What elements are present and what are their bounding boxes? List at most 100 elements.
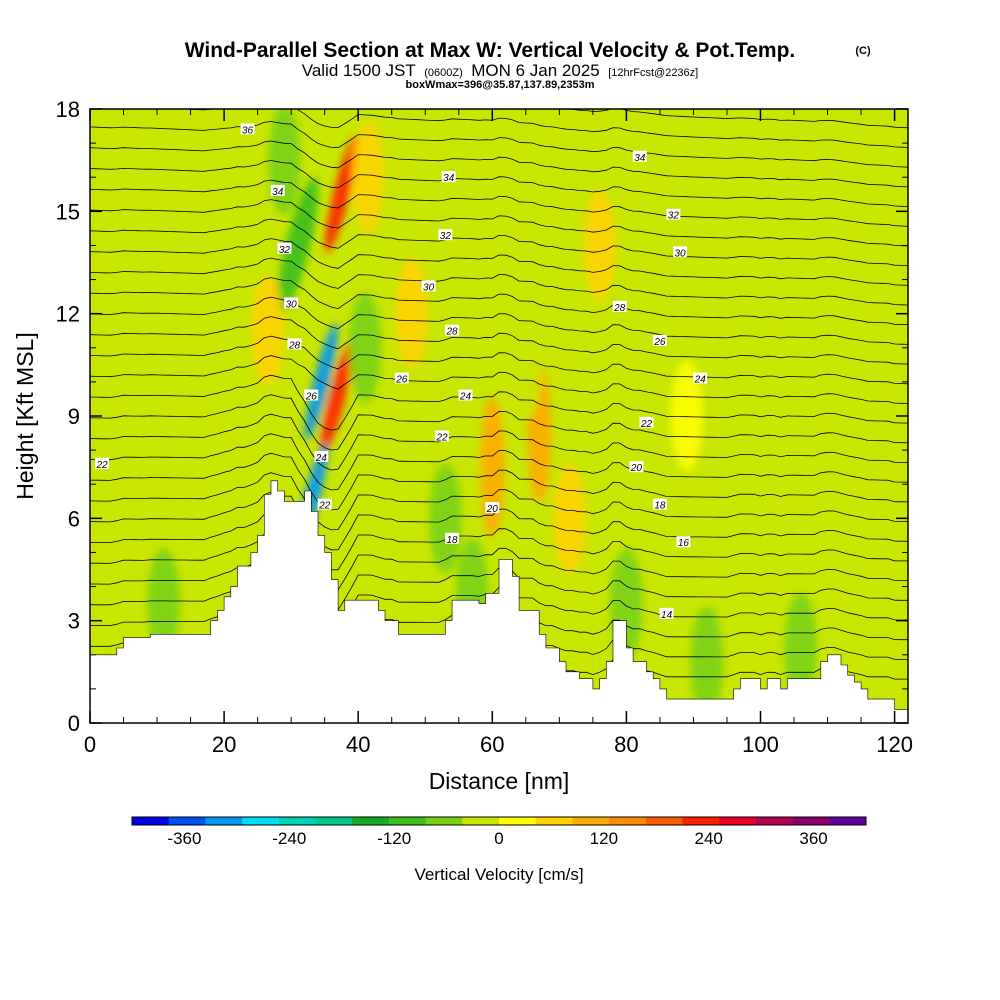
colorbar-cell-16 [719,817,757,825]
w-feature-8 [352,122,385,233]
colorbar-label-6: 360 [799,829,827,848]
theta-contour-24 [90,160,908,207]
y-tick-label-0: 0 [68,711,80,736]
colorbar-cell-10 [499,817,537,825]
svg-text:30: 30 [674,248,686,259]
main-title: Wind-Parallel Section at Max W: Vertical… [185,39,796,62]
theta-label-24: 20 [629,461,644,474]
theta-label-1: 34 [270,184,285,198]
theta-contour-19 [90,257,908,306]
potential-temperature-contours [90,109,908,691]
w-feature-31 [871,599,904,710]
theta-label-13: 24 [458,389,473,403]
svg-text:20: 20 [630,463,643,474]
theta-label-27: 14 [659,607,674,621]
y-axis-label: Height [Kft MSL] [12,332,38,499]
w-feature-19 [570,361,603,471]
colorbar-cell-19 [829,817,867,825]
svg-text:26: 26 [395,374,408,385]
svg-text:22: 22 [435,432,448,443]
colorbar-cell-11 [535,817,573,825]
colorbar-label-2: -120 [377,829,411,848]
colorbar-cell-5 [315,817,353,825]
w-feature-25 [221,224,254,335]
colorbar-label-5: 240 [695,829,723,848]
theta-label-14: 22 [435,430,450,443]
x-axis-label: Distance [nm] [429,768,570,794]
w-feature-10 [392,463,425,574]
colorbar-frame [131,816,867,826]
colorbar-label-0: -360 [167,829,201,848]
y-tick-label-2: 6 [68,506,80,531]
svg-text:32: 32 [279,245,291,256]
colorbar-cell-3 [242,817,280,825]
valid-time-line: Valid 1500 JST (0600Z) MON 6 Jan 2025 [1… [302,61,698,80]
x-tick-label-1: 20 [212,732,236,757]
plot-area: 3634323028262422343230282624222018343230… [56,97,913,757]
colorbar-cell-8 [425,817,463,825]
w-feature-9 [395,258,428,369]
svg-text:28: 28 [446,327,459,338]
svg-text:18: 18 [447,535,459,546]
y-tick-label-4: 12 [56,302,80,327]
theta-label-4: 28 [287,338,302,351]
x-tick-label-0: 0 [84,732,96,757]
theta-contour-6 [90,511,908,571]
svg-text:30: 30 [286,299,298,310]
svg-text:20: 20 [486,504,499,515]
theta-label-10: 30 [421,280,436,293]
w-feature-17 [583,190,616,301]
w-feature-11 [429,463,462,574]
colorbar-cell-13 [609,817,647,825]
theta-label-16: 18 [445,532,460,546]
w-feature-6 [251,275,284,386]
theta-label-2: 32 [277,242,292,256]
theta-contour-27 [174,109,908,148]
theta-contour-25 [90,140,908,188]
colorbar-label-3: 0 [494,829,503,848]
theta-label-11: 28 [445,324,460,338]
theta-contour-14 [90,355,908,404]
theta-label-6: 24 [314,450,329,464]
x-tick-label-5: 100 [742,732,779,757]
svg-text:22: 22 [640,419,653,430]
theta-label-23: 22 [639,416,654,430]
colorbar-cell-12 [572,817,610,825]
svg-text:32: 32 [668,211,680,222]
colorbar-tick-labels: -360 -240 -120 0 120 240 360 [167,829,827,848]
colorbar-cell-17 [755,817,793,825]
colorbar-label-4: 120 [590,829,618,848]
w-feature-4 [277,177,319,314]
w-feature-30 [784,592,817,703]
theta-label-25: 18 [652,498,667,512]
w-feature-21 [724,395,757,506]
colorbar-cell-2 [205,817,243,825]
svg-text:34: 34 [634,153,646,164]
colorbar-cell-14 [645,817,683,825]
w-feature-27 [147,548,180,659]
w-feature-0 [320,340,354,458]
colorbar-label-1: -240 [272,829,306,848]
theta-label-18: 32 [666,208,681,222]
colorbar-cell-9 [462,817,500,825]
svg-text:18: 18 [654,501,666,512]
theta-contour-8 [90,472,908,531]
w-feature-20 [670,361,703,471]
svg-text:24: 24 [459,392,472,403]
theta-label-15: 20 [485,502,500,515]
colorbar-cell-4 [278,817,316,825]
y-tick-label-6: 18 [56,97,80,122]
theta-contour-16 [90,316,908,365]
box-info: boxWmax=396@35.87,137.89,2353m [406,79,595,91]
svg-text:28: 28 [288,340,301,351]
w-feature-1 [324,136,358,253]
svg-text:34: 34 [443,173,455,184]
w-feature-23 [811,326,844,437]
theta-label-19: 30 [673,246,688,259]
svg-text:22: 22 [318,501,331,512]
colorbar-cell-0 [132,817,170,825]
w-feature-13 [480,397,505,538]
valid-prefix: Valid 1500 JST [302,61,416,80]
